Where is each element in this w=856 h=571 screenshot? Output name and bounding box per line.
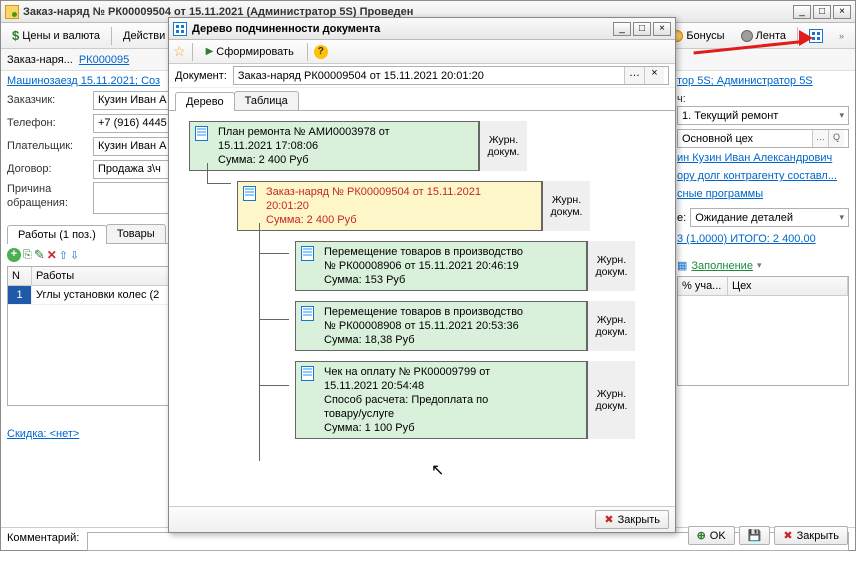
right-grid: % уча... Цех <box>677 276 849 386</box>
contract-label: Договор: <box>7 163 93 175</box>
close-button-footer[interactable]: ✖Закрыть <box>774 526 848 545</box>
col-shop[interactable]: Цех <box>728 277 848 295</box>
price-currency-button[interactable]: $ Цены и валюта <box>5 25 107 46</box>
delete-icon[interactable]: ✕ <box>47 248 57 262</box>
right-column: тор 5S; Администратор 5S ч: 1. Текущий р… <box>673 71 853 527</box>
tree-button[interactable] <box>802 26 830 46</box>
document-label: Документ: <box>175 70 227 82</box>
customer-label: Заказчик: <box>7 94 93 106</box>
window-title: Заказ-наряд № РК00009504 от 15.11.2021 (… <box>23 6 793 18</box>
admin-link[interactable]: тор 5S; Администратор 5S <box>677 75 849 87</box>
tree-node-transfer-2[interactable]: Перемещение товаров в производство № РК0… <box>295 301 587 351</box>
reason-label: Причина обращения: <box>7 182 93 210</box>
save-button[interactable]: 💾 <box>739 526 771 545</box>
toolbar-separator <box>111 27 112 45</box>
journal-button[interactable]: Журн. докум. <box>587 301 635 351</box>
breadcrumb-label: Заказ-наря... <box>7 54 73 66</box>
price-label: Цены и валюта <box>22 30 100 42</box>
dialog-minimize-button[interactable]: _ <box>613 22 631 36</box>
tree-icon <box>173 22 187 36</box>
close-button[interactable]: × <box>833 5 851 19</box>
status-label: е: <box>677 212 686 224</box>
discount-link[interactable]: Скидка: <нет> <box>7 428 79 440</box>
debt-link[interactable]: ору долг контрагенту составл... <box>677 170 849 182</box>
ok-button[interactable]: ⊕OK <box>688 526 735 545</box>
dialog-toolbar: ☆ ▶ Сформировать ? <box>169 40 675 64</box>
help-icon[interactable]: ? <box>314 45 328 59</box>
document-icon <box>301 306 314 321</box>
document-icon <box>301 246 314 261</box>
tree-node-check[interactable]: Чек на оплату № РК00009799 от 15.11.2021… <box>295 361 587 439</box>
dialog-tabs: Дерево Таблица <box>169 88 675 111</box>
move-up-icon[interactable]: ⇧ <box>59 249 68 262</box>
comment-label: Комментарий: <box>7 532 79 544</box>
tree-node-transfer-1[interactable]: Перемещение товаров в производство № РК0… <box>295 241 587 291</box>
fill-button[interactable]: ▦ Заполнение ▾ <box>677 259 849 272</box>
col-n[interactable]: N <box>8 267 32 285</box>
dots-button[interactable]: … <box>812 130 828 147</box>
programs-link[interactable]: сные программы <box>677 188 849 200</box>
cell-n: 1 <box>8 286 32 305</box>
tab-goods[interactable]: Товары <box>106 224 166 243</box>
dialog-close-button[interactable]: × <box>653 22 671 36</box>
journal-button[interactable]: Журн. докум. <box>587 361 635 439</box>
tree-node-order[interactable]: Заказ-наряд № РК00009504 от 15.11.2021 2… <box>237 181 542 231</box>
edit-icon[interactable]: ✎ <box>34 247 45 263</box>
more-button[interactable]: » <box>832 28 851 44</box>
shop-select[interactable]: Основной цех …Q <box>677 129 849 148</box>
star-icon[interactable]: ☆ <box>173 43 186 60</box>
actions-button[interactable]: Действи <box>116 27 172 45</box>
repair-type-label: ч: <box>677 93 849 105</box>
itogo-link[interactable]: 3 (1,0000) ИТОГО: 2 400,00 <box>677 233 849 245</box>
bonus-label: Бонусы <box>686 30 724 42</box>
payer-label: Плательщик: <box>7 140 93 152</box>
add-copy-icon[interactable]: ⎘ <box>23 249 32 262</box>
clear-button[interactable]: Q <box>828 130 844 147</box>
move-down-icon[interactable]: ⇩ <box>70 249 79 262</box>
maximize-button[interactable]: □ <box>813 5 831 19</box>
dollar-icon: $ <box>12 28 19 43</box>
col-percent[interactable]: % уча... <box>678 277 728 295</box>
dialog-title: Дерево подчиненности документа <box>192 23 613 35</box>
minimize-button[interactable]: _ <box>793 5 811 19</box>
owner-link[interactable]: ин Кузин Иван Александрович <box>677 152 849 164</box>
breadcrumb-number[interactable]: РК000095 <box>79 54 129 66</box>
tab-table[interactable]: Таблица <box>234 91 299 110</box>
repair-type-select[interactable]: 1. Текущий ремонт▾ <box>677 106 849 125</box>
status-select[interactable]: Ожидание деталей▾ <box>690 208 849 227</box>
form-button[interactable]: ▶ Сформировать <box>199 43 301 61</box>
lenta-icon <box>741 30 753 42</box>
dialog-body: План ремонта № АМИ0003978 от 15.11.2021 … <box>169 111 675 506</box>
lenta-label: Лента <box>756 30 786 42</box>
document-icon <box>195 126 208 141</box>
phone-label: Телефон: <box>7 117 93 129</box>
play-icon: ▶ <box>206 46 214 57</box>
document-icon <box>5 5 19 19</box>
dialog-close-footer-button[interactable]: ✖ Закрыть <box>595 510 669 529</box>
dialog-maximize-button[interactable]: □ <box>633 22 651 36</box>
journal-button[interactable]: Журн. докум. <box>587 241 635 291</box>
tree-dialog: Дерево подчиненности документа _ □ × ☆ ▶… <box>168 17 676 533</box>
clear-button[interactable]: × <box>644 67 664 84</box>
top-link[interactable]: Машинозаезд 15.11.2021; Соз <box>7 75 160 87</box>
tab-tree[interactable]: Дерево <box>175 92 235 111</box>
tree-node-repair-plan[interactable]: План ремонта № АМИ0003978 от 15.11.2021 … <box>189 121 479 171</box>
tab-works[interactable]: Работы (1 поз.) <box>7 225 107 244</box>
tree-icon <box>809 29 823 43</box>
toolbar-separator <box>797 27 798 45</box>
add-icon[interactable]: + <box>7 248 21 262</box>
document-input[interactable]: Заказ-наряд РК00009504 от 15.11.2021 20:… <box>233 66 669 85</box>
dialog-title-bar: Дерево подчиненности документа _ □ × <box>169 18 675 40</box>
document-icon <box>301 366 314 381</box>
lenta-button[interactable]: Лента <box>734 27 793 45</box>
dialog-document-row: Документ: Заказ-наряд РК00009504 от 15.1… <box>169 64 675 88</box>
dots-button[interactable]: … <box>624 67 644 84</box>
actions-label: Действи <box>123 30 165 42</box>
journal-button[interactable]: Журн. докум. <box>479 121 527 171</box>
journal-button[interactable]: Журн. докум. <box>542 181 590 231</box>
document-icon <box>243 186 256 201</box>
dialog-footer: ✖ Закрыть <box>169 506 675 532</box>
